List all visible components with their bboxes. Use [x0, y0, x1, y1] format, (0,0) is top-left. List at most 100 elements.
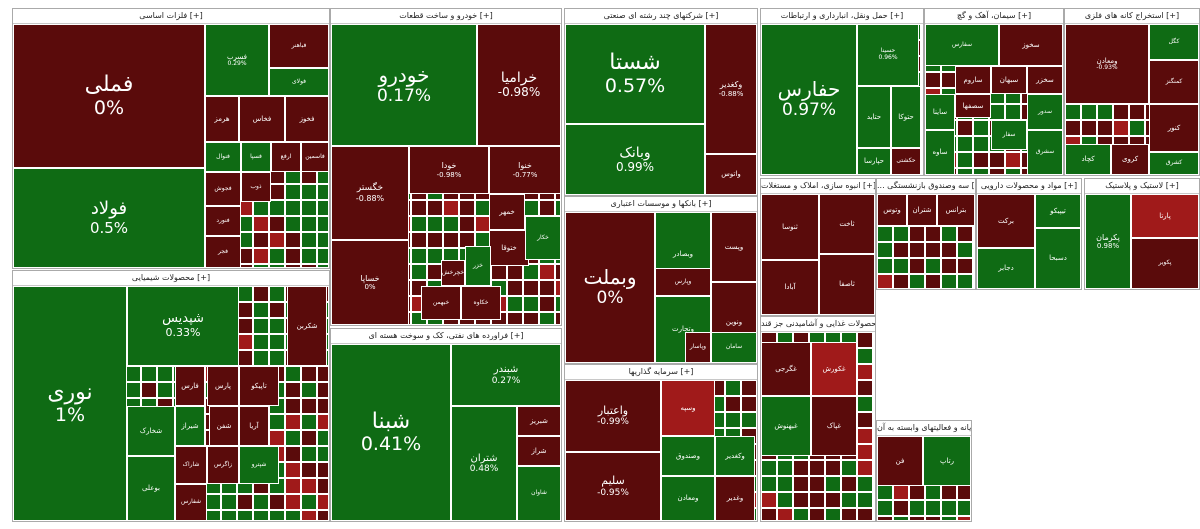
stock-tile[interactable]: فملی 0% [13, 24, 205, 168]
sector-header[interactable]: لاستیک و پلاستیک [+] [1085, 179, 1199, 194]
stock-tile[interactable]: تیپیکو [1035, 194, 1081, 228]
stock-tile[interactable]: سخوز [999, 24, 1063, 66]
stock-tile[interactable]: کگل [1149, 24, 1199, 60]
stock-tile[interactable]: برکت [977, 194, 1035, 248]
stock-tile[interactable]: ومعادن -0.93% [1065, 24, 1149, 104]
stock-tile[interactable]: وصندوق [661, 436, 715, 476]
stock-tile[interactable]: کشرق [1149, 152, 1199, 175]
stock-tile[interactable]: غپاک [811, 396, 857, 456]
stock-tile[interactable]: کنور [1149, 104, 1199, 152]
sector-header[interactable]: سرمایه گذاریها [+] [565, 365, 757, 380]
stock-tile[interactable]: شبندر 0.27% [451, 344, 561, 406]
stock-tile[interactable]: فنوال [205, 142, 241, 172]
stock-tile[interactable]: حفارس 0.97% [761, 24, 857, 175]
sector-header[interactable]: محصولات غذایی و آشامیدنی جز قند [+] [761, 317, 875, 332]
stock-tile[interactable]: غگرجی [761, 342, 811, 396]
stock-tile[interactable]: شراز [517, 436, 561, 466]
stock-tile[interactable]: وپست [711, 212, 757, 282]
stock-tile[interactable]: کچاد [1065, 144, 1111, 175]
stock-tile[interactable]: خکاوه [461, 286, 501, 320]
stock-tile[interactable]: فسپا [241, 142, 271, 172]
stock-tile[interactable]: کروی [1111, 144, 1149, 175]
sector-header[interactable]: سیمان، آهک و گچ [+] [925, 9, 1063, 24]
sector-header[interactable]: شرکتهای چند رشته ای صنعتی [+] [565, 9, 757, 24]
stock-tile[interactable]: نوری 1% [13, 286, 127, 521]
sector-header[interactable]: ... سه وصندوق بازنشستگی [+] [877, 179, 975, 194]
stock-tile[interactable]: شپترو [239, 446, 279, 484]
stock-tile[interactable]: دسبحا [1035, 228, 1081, 289]
stock-tile[interactable]: فسرب 0.29% [205, 24, 269, 96]
stock-tile[interactable]: سفارس [925, 24, 999, 66]
stock-tile[interactable]: خمهر [489, 194, 525, 230]
stock-tile[interactable]: وپاسار [685, 332, 711, 363]
stock-tile[interactable]: ثاخت [819, 194, 875, 254]
stock-tile[interactable]: هرمز [205, 96, 239, 142]
stock-tile[interactable]: سبهان [991, 66, 1027, 94]
stock-tile[interactable]: کمنگنز [1149, 60, 1199, 104]
stock-tile[interactable]: شکربن [287, 286, 327, 366]
sector-header[interactable]: فراورده های نفتی، کک و سوخت هسته ای [+] [331, 329, 561, 344]
stock-tile[interactable]: فخوز [285, 96, 329, 142]
stock-tile[interactable]: خگستر -0.88% [331, 146, 409, 240]
stock-tile[interactable]: خساپا 0% [331, 240, 409, 325]
stock-tile[interactable]: حسینا 0.96% [857, 24, 919, 86]
stock-tile[interactable]: سدور [1027, 94, 1063, 130]
stock-tile[interactable]: سفار [991, 120, 1027, 150]
stock-tile[interactable]: شاوان [517, 466, 561, 521]
stock-tile[interactable]: خچرخش [441, 260, 465, 286]
sector-header[interactable]: حمل ونقل، انبارداری و ارتباطات [+] [761, 9, 923, 24]
stock-tile[interactable]: آریا [239, 406, 269, 446]
stock-tile[interactable]: وتوس [877, 194, 907, 226]
stock-tile[interactable]: سامان [711, 332, 757, 363]
stock-tile[interactable]: ساینا [925, 94, 955, 130]
stock-tile[interactable]: فخاس [239, 96, 285, 142]
stock-tile[interactable]: سلیم -0.95% [565, 452, 661, 521]
stock-tile[interactable]: پکویر [1131, 238, 1199, 289]
stock-tile[interactable]: ساروم [955, 66, 991, 94]
sector-header[interactable]: استخراج کانه های فلزی [+] [1065, 9, 1199, 24]
sector-header[interactable]: مواد و محصولات دارویی [+] [977, 179, 1081, 194]
stock-tile[interactable]: خکار [525, 216, 561, 260]
sector-header[interactable]: خودرو و ساخت قطعات [+] [331, 9, 561, 24]
stock-tile[interactable]: دجابر [977, 248, 1035, 289]
stock-tile[interactable]: شتران [907, 194, 937, 226]
stock-tile[interactable]: حپارسا [857, 148, 891, 175]
stock-tile[interactable]: پارس [207, 366, 239, 406]
stock-tile[interactable]: شفن [209, 406, 239, 446]
stock-tile[interactable]: ثاصفا [819, 254, 875, 315]
stock-tile[interactable]: شفارس [175, 484, 207, 521]
stock-tile[interactable]: خزر [465, 246, 491, 286]
stock-tile[interactable]: ثنوسا [761, 194, 819, 260]
stock-tile[interactable]: ذوب [241, 172, 271, 202]
sector-header[interactable]: محصولات شیمیایی [+] [13, 271, 329, 286]
stock-tile[interactable]: واتوس [705, 154, 757, 195]
sector-header[interactable]: انبوه سازی، املاک و مستغلات [+] [761, 179, 875, 194]
stock-tile[interactable]: حتوکا [891, 86, 921, 148]
stock-tile[interactable]: غکورش [811, 342, 857, 396]
stock-tile[interactable]: فن [877, 436, 923, 486]
stock-tile[interactable]: سخزر [1027, 66, 1063, 94]
stock-tile[interactable]: وغدیر [715, 476, 755, 521]
stock-tile[interactable]: خنوا -0.77% [489, 146, 561, 194]
stock-tile[interactable]: فاسمین [301, 142, 329, 172]
stock-tile[interactable]: فباهنر [269, 24, 329, 68]
stock-tile[interactable]: خرامیا -0.98% [477, 24, 561, 146]
sector-header[interactable]: فلزات اساسی [+] [13, 9, 329, 24]
stock-tile[interactable]: وبانک 0.99% [565, 124, 705, 195]
stock-tile[interactable]: وکغدیر -0.88% [705, 24, 757, 154]
stock-tile[interactable]: وکغدیر [715, 436, 755, 476]
stock-tile[interactable]: فجر [205, 236, 241, 268]
stock-tile[interactable]: حتاید [857, 86, 891, 148]
stock-tile[interactable]: ساوه [925, 130, 955, 175]
stock-tile[interactable]: ومعادن [661, 476, 715, 521]
stock-tile[interactable]: شپدیس 0.33% [127, 286, 239, 366]
stock-tile[interactable]: فارس [175, 366, 205, 406]
stock-tile[interactable]: آبادا [761, 260, 819, 315]
stock-tile[interactable]: بترانس [937, 194, 975, 226]
stock-tile[interactable]: وبملت 0% [565, 212, 655, 363]
stock-tile[interactable]: خودرو 0.17% [331, 24, 477, 146]
stock-tile[interactable]: فولاد 0.5% [13, 168, 205, 268]
stock-tile[interactable]: واعتبار -0.99% [565, 380, 661, 452]
stock-tile[interactable]: شتران 0.48% [451, 406, 517, 521]
stock-tile[interactable]: فجوش [205, 172, 241, 206]
